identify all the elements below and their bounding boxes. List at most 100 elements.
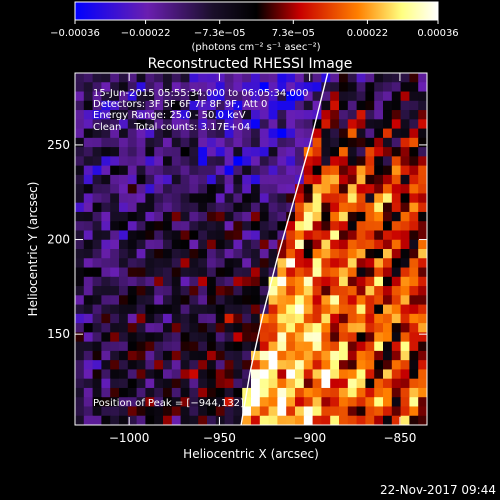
- heatmap-cell: [259, 128, 270, 139]
- heatmap-cell: [75, 128, 85, 139]
- heatmap-cell: [215, 230, 226, 241]
- heatmap-cell: [92, 202, 102, 213]
- heatmap-cell: [400, 249, 410, 259]
- heatmap-cell: [242, 82, 252, 93]
- heatmap-cell: [224, 341, 234, 352]
- heatmap-cell: [110, 249, 120, 259]
- heatmap-cell: [383, 415, 393, 425]
- heatmap-cell: [189, 184, 199, 195]
- heatmap-cell: [75, 360, 85, 371]
- heatmap-cell: [75, 110, 85, 120]
- heatmap-cell: [83, 156, 94, 167]
- heatmap-cell: [268, 91, 278, 102]
- heatmap-cell: [233, 360, 243, 371]
- heatmap-cell: [233, 137, 243, 148]
- heatmap-cell: [277, 267, 287, 278]
- heatmap-cell: [365, 174, 375, 185]
- heatmap-cell: [418, 221, 427, 232]
- heatmap-cell: [251, 258, 261, 269]
- heatmap-cell: [136, 249, 146, 259]
- heatmap-cell: [215, 378, 226, 389]
- heatmap-cell: [83, 378, 94, 389]
- heatmap-cell: [215, 258, 226, 269]
- heatmap-cell: [136, 156, 146, 167]
- heatmap-cell: [171, 313, 182, 324]
- heatmap-cell: [233, 341, 243, 352]
- heatmap-cell: [268, 193, 278, 204]
- heatmap-cell: [356, 267, 366, 278]
- heatmap-cell: [101, 369, 111, 380]
- heatmap-cell: [224, 304, 234, 315]
- heatmap-cell: [409, 323, 419, 333]
- heatmap-cell: [198, 73, 208, 83]
- heatmap-cell: [92, 73, 102, 83]
- heatmap-cell: [101, 156, 111, 167]
- heatmap-cell: [215, 156, 226, 167]
- heatmap-cell: [242, 286, 252, 296]
- heatmap-cell: [418, 119, 427, 130]
- heatmap-cell: [312, 387, 322, 398]
- heatmap-cell: [154, 230, 164, 241]
- heatmap-cell: [215, 147, 226, 157]
- heatmap-cell: [119, 276, 129, 287]
- heatmap-cell: [409, 147, 419, 157]
- heatmap-cell: [101, 332, 111, 343]
- heatmap-cell: [365, 360, 375, 371]
- heatmap-cell: [268, 397, 278, 408]
- heatmap-cell: [207, 258, 217, 269]
- heatmap-cell: [242, 165, 252, 176]
- heatmap-cell: [207, 397, 217, 408]
- heatmap-cell: [198, 165, 208, 176]
- heatmap-cell: [92, 82, 102, 93]
- heatmap-cell: [215, 211, 226, 222]
- heatmap-cell: [171, 406, 182, 417]
- heatmap-cell: [242, 230, 252, 241]
- heatmap-cell: [277, 202, 287, 213]
- heatmap-cell: [145, 360, 155, 371]
- heatmap-cell: [136, 286, 146, 296]
- heatmap-cell: [321, 221, 331, 232]
- heatmap-cell: [409, 415, 419, 425]
- heatmap-cell: [356, 258, 366, 269]
- heatmap-cell: [180, 415, 190, 425]
- heatmap-cell: [400, 341, 410, 352]
- heatmap-cell: [356, 286, 366, 296]
- heatmap-cell: [277, 387, 287, 398]
- heatmap-cell: [163, 128, 173, 139]
- heatmap-cell: [180, 295, 190, 306]
- heatmap-cell: [268, 211, 278, 222]
- heatmap-cell: [233, 295, 243, 306]
- heatmap-cell: [312, 137, 322, 148]
- heatmap-cell: [251, 119, 261, 130]
- heatmap-cell: [242, 137, 252, 148]
- heatmap-cell: [83, 165, 94, 176]
- heatmap-cell: [215, 110, 226, 120]
- heatmap-cell: [383, 230, 393, 241]
- heatmap-cell: [136, 360, 146, 371]
- heatmap-cell: [242, 406, 252, 417]
- heatmap-cell: [224, 387, 234, 398]
- colorbar-tick-label: 0.00022: [347, 28, 388, 39]
- heatmap-cell: [171, 119, 182, 130]
- heatmap-cell: [259, 211, 270, 222]
- heatmap-cell: [136, 332, 146, 343]
- heatmap-cell: [207, 341, 217, 352]
- heatmap-cell: [163, 360, 173, 371]
- heatmap-cell: [365, 369, 375, 380]
- heatmap-cell: [189, 193, 199, 204]
- heatmap-cell: [391, 258, 402, 269]
- heatmap-cell: [233, 286, 243, 296]
- heatmap-cell: [145, 174, 155, 185]
- heatmap-cell: [251, 360, 261, 371]
- heatmap-cell: [339, 258, 349, 269]
- heatmap-cell: [418, 323, 427, 333]
- heatmap-cell: [286, 91, 296, 102]
- heatmap-cell: [145, 165, 155, 176]
- heatmap-cell: [163, 276, 173, 287]
- heatmap-cell: [374, 82, 384, 93]
- heatmap-cell: [312, 184, 322, 195]
- heatmap-cell: [180, 91, 190, 102]
- heatmap-cell: [409, 397, 419, 408]
- heatmap-cell: [400, 258, 410, 269]
- heatmap-cell: [101, 202, 111, 213]
